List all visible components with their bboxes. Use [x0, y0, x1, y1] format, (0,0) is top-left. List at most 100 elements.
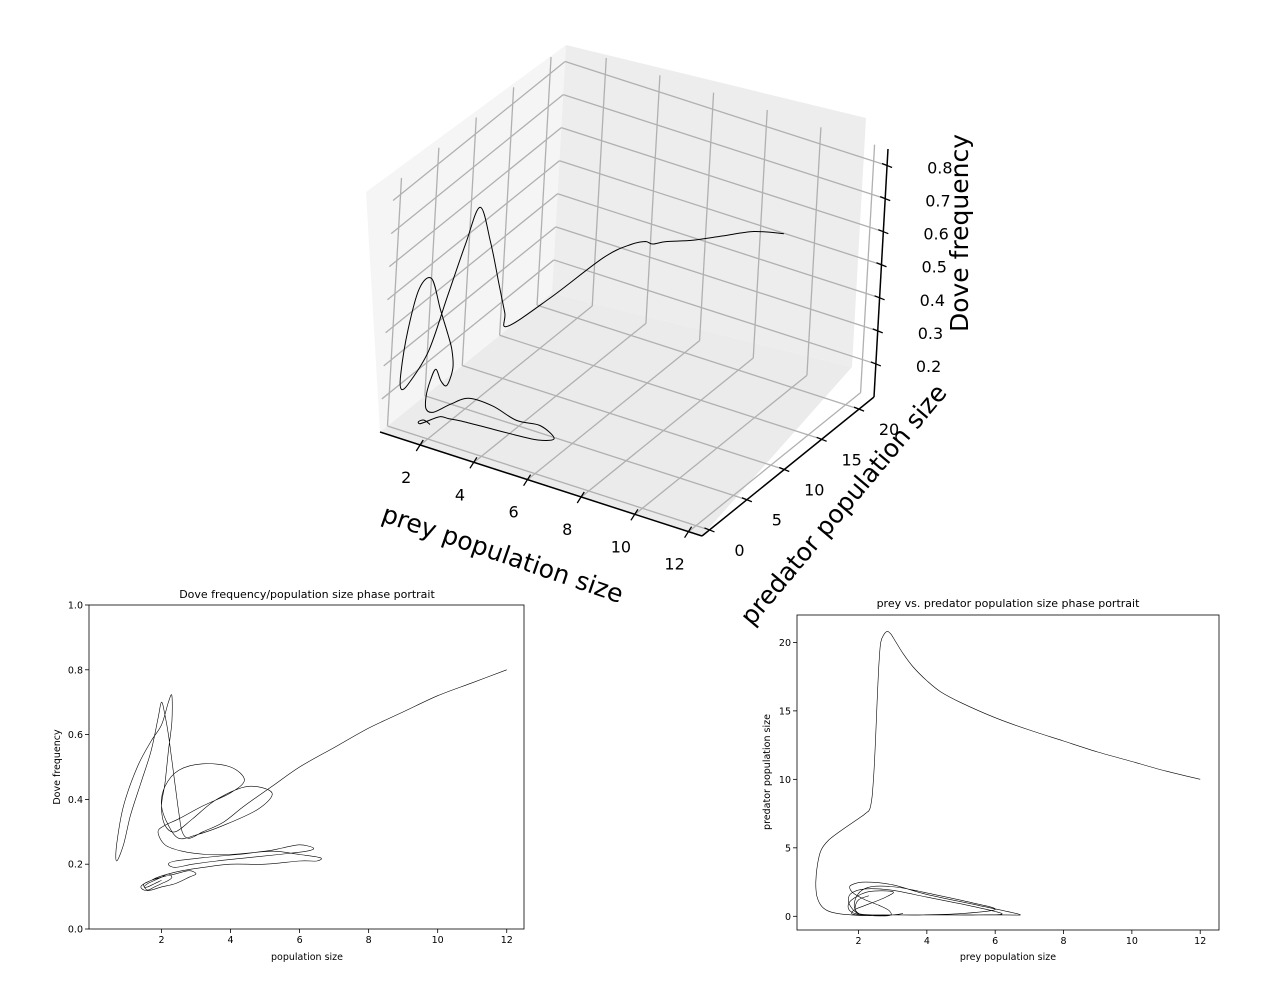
grid-z-left [387, 160, 560, 301]
grid-x-back [645, 75, 661, 324]
chart-b-xtick-label: 4 [924, 936, 930, 947]
x-tick-label-3d: 12 [664, 555, 684, 574]
ticks-b: 2 4 6 8 10 12 0 5 10 15 20 [779, 638, 1206, 947]
grid-x-floor [419, 305, 593, 446]
ticks-3d [415, 162, 893, 539]
y-tick-3d [816, 436, 827, 442]
chart-a-ylabel: Dove frequency [52, 729, 63, 805]
y-tick-3d [779, 466, 790, 473]
z-tick-label-3d: 0.8 [927, 159, 952, 178]
chart-a-xtick-label: 10 [432, 935, 444, 946]
grid-x-back [698, 92, 715, 341]
chart-b-ytick-label: 0 [785, 912, 791, 923]
grid-z-left [388, 127, 562, 268]
trajectory-a-line [115, 669, 507, 891]
z-tick-label-3d: 0.6 [923, 225, 948, 244]
chart-prey-predator-phase: prey vs. predator population size phase … [762, 597, 1220, 963]
grid-x-back [752, 109, 768, 359]
chart-a-xtick-label: 12 [501, 935, 513, 946]
chart-a-xlabel: population size [271, 952, 343, 963]
zlabel-3d: Dove frequency [945, 134, 974, 332]
chart-a-xtick-label: 6 [297, 935, 303, 946]
plot-frame-a [88, 604, 525, 930]
z-tick-3d [870, 361, 882, 367]
x-tick-3d [523, 474, 532, 487]
y-tick-label-3d: 20 [879, 420, 899, 439]
x-tick-label-3d: 10 [611, 537, 631, 556]
x-tick-3d [576, 491, 585, 504]
grid-y-floor [424, 395, 748, 501]
x-tick-label-3d: 2 [401, 468, 411, 487]
z-axis-3d [873, 148, 889, 398]
grid-y-floor [499, 334, 822, 440]
pane-left-wall [366, 45, 566, 432]
grid-y-left [499, 87, 515, 336]
grid-z-left [392, 61, 566, 202]
z-tick-3d [876, 262, 887, 268]
grid-z-back [561, 127, 884, 233]
y-tick-3d [704, 527, 715, 533]
z-tick-3d [878, 229, 889, 235]
chart-a-ytick-label: 0.8 [68, 665, 83, 676]
chart-a-ytick-label: 0.2 [68, 860, 83, 871]
chart-a-ytick-label: 1.0 [68, 601, 83, 612]
z-tick-label-3d: 0.2 [916, 357, 941, 376]
x-tick-3d [630, 508, 639, 521]
x-tick-label-3d: 8 [562, 520, 572, 539]
grid-z-back [564, 60, 888, 167]
chart-b-xtick-label: 8 [1061, 936, 1067, 947]
chart-a-xtick-label: 4 [228, 935, 234, 946]
y-tick-label-3d: 15 [841, 450, 861, 469]
x-tick-3d [415, 439, 424, 452]
grid-y-floor [536, 304, 860, 410]
y-tick-3d [853, 406, 865, 412]
chart-b-title: prey vs. predator population size phase … [877, 597, 1141, 610]
trajectory-b-line [815, 631, 1201, 917]
chart-b-xtick-label: 12 [1194, 936, 1206, 947]
grid-z-back [563, 93, 886, 200]
chart-b-ytick-label: 20 [779, 638, 791, 649]
pane-back-wall [552, 45, 866, 367]
y-tick-3d [741, 497, 753, 503]
chart-b-xtick-label: 2 [855, 936, 861, 947]
grid-x-floor [527, 340, 700, 481]
chart-b-xtick-label: 10 [1126, 936, 1138, 947]
chart-b-ytick-label: 5 [785, 843, 791, 854]
grid-x-floor [688, 392, 861, 533]
axes-3d [379, 148, 889, 537]
chart-a-ytick-label: 0.6 [68, 730, 83, 741]
chart-b-xlabel: prey population size [960, 952, 1056, 963]
z-tick-label-3d: 0.7 [925, 192, 950, 211]
z-tick-3d [872, 328, 883, 334]
z-tick-3d [879, 195, 891, 202]
chart-b-ytick-label: 15 [779, 706, 791, 717]
x-tick-label-3d: 4 [455, 485, 465, 504]
tick-labels-3d: 2 4 6 8 10 12 0 5 10 15 20 0.2 0.3 0.4 0.5 0.6 0.7 0.8 [401, 159, 952, 574]
y-tick-label-3d: 10 [804, 481, 824, 500]
z-tick-3d [881, 162, 893, 169]
grid-z-left [381, 259, 555, 400]
ticks-a: 2 4 6 8 10 12 0.0 0.2 0.4 0.6 0.8 1.0 [68, 601, 513, 947]
grid-x-floor [473, 322, 647, 463]
y-tick-label-3d: 0 [734, 541, 744, 560]
chart-a-ytick-label: 0.0 [68, 925, 83, 936]
z-tick-3d [874, 295, 885, 301]
chart-a-xtick-label: 2 [158, 935, 164, 946]
chart-dove-frequency-phase: Dove frequency/population size phase por… [52, 588, 525, 963]
z-tick-label-3d: 0.3 [918, 324, 943, 343]
grid-y-floor [462, 364, 785, 471]
grid-z-left [385, 193, 559, 334]
grid-x-back [859, 144, 876, 393]
grid-y-left [386, 177, 403, 426]
y-axis-3d [701, 396, 875, 537]
grid-y-left [536, 57, 552, 306]
z-tick-label-3d: 0.5 [921, 258, 946, 277]
grid-z-back [559, 160, 882, 266]
x-tick-3d [684, 526, 693, 539]
x-axis-3d [379, 431, 703, 537]
chart-a-ytick-label: 0.4 [68, 795, 83, 806]
x-tick-3d [469, 456, 478, 469]
grid-z-back [557, 193, 880, 299]
